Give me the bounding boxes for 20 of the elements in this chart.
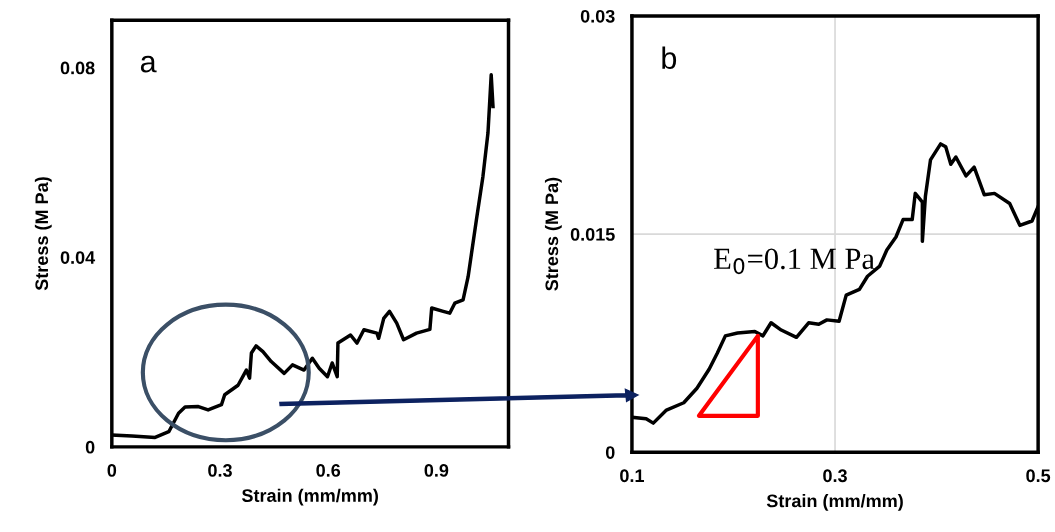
annotation: E$_{0}$=0.1 M Pa xyxy=(714,248,875,275)
x-tick-label: 0.3 xyxy=(208,464,232,477)
y-tick-label: 0.03 xyxy=(580,9,615,23)
y-tick-label: 0 xyxy=(85,440,95,454)
y-tick-label: 0.08 xyxy=(60,61,95,75)
x-axis-title: Strain (mm/mm) xyxy=(766,494,903,511)
x-tick-label: 0 xyxy=(107,464,117,477)
x-tick-label: 0.1 xyxy=(620,469,644,483)
y-axis-title: Stress (M Pa) xyxy=(34,177,52,291)
x-tick-label: 0.6 xyxy=(316,464,341,477)
y-tick-label: 0 xyxy=(605,446,615,459)
x-tick-label: 0.5 xyxy=(1026,469,1051,483)
annotation: b xyxy=(662,46,677,69)
y-tick-label: 0.015 xyxy=(570,228,615,241)
y-axis-title: Stress (M Pa) xyxy=(544,177,562,291)
annotation: a xyxy=(140,55,157,73)
y-tick-label: 0.04 xyxy=(60,251,96,264)
x-axis-title: Strain (mm/mm) xyxy=(241,488,378,506)
x-tick-label: 0.9 xyxy=(424,464,449,477)
x-tick-label: 0.3 xyxy=(823,469,847,483)
